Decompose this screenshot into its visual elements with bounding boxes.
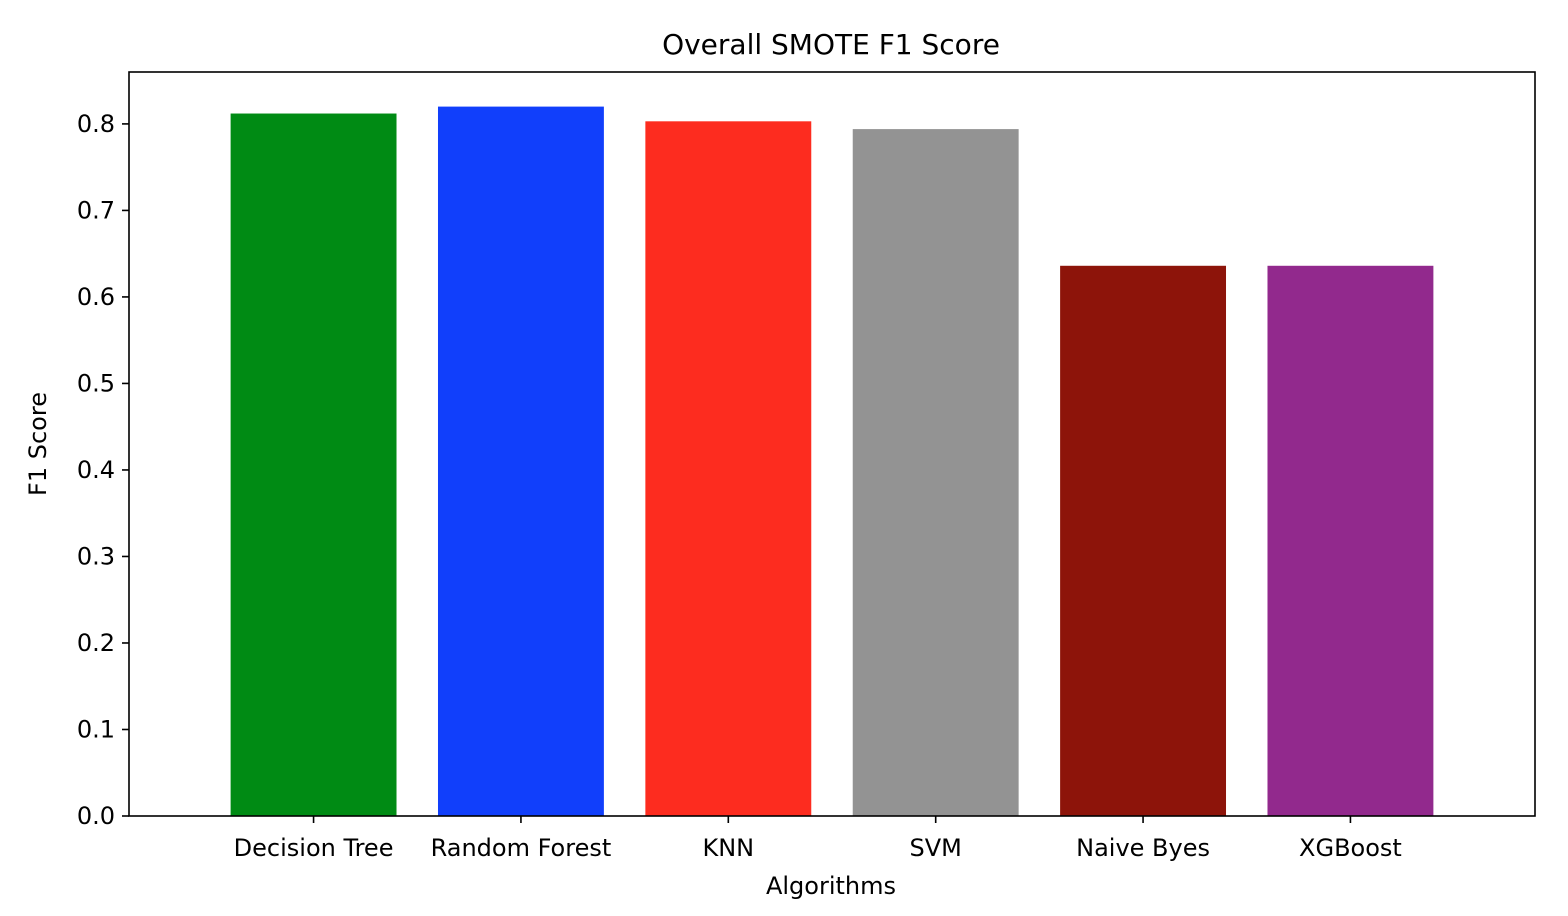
plot-frame: [128, 71, 1536, 817]
y-tick-label: 0.7: [77, 196, 115, 224]
x-tick-label: Decision Tree: [234, 834, 394, 862]
bar-decision-tree: [230, 113, 397, 817]
bar-svm: [852, 129, 1019, 817]
y-tick-label: 0.1: [77, 715, 115, 743]
y-tick-label: 0.5: [77, 369, 115, 397]
y-tick-label: 0.3: [77, 542, 115, 570]
y-axis-label: F1 Score: [24, 392, 52, 496]
y-tick-label: 0.0: [77, 802, 115, 830]
bar-random-forest: [437, 106, 604, 816]
y-axis-ticks: 0.0 0.1 0.2 0.3 0.4 0.5 0.6 0.7 0.8: [77, 110, 129, 830]
y-tick-label: 0.4: [77, 456, 115, 484]
x-axis-label: Algorithms: [766, 872, 896, 900]
bar-naive-byes: [1060, 265, 1227, 817]
bars-group: [230, 106, 1434, 817]
bar-knn: [645, 121, 812, 816]
y-tick-label: 0.6: [77, 283, 115, 311]
bar-xgboost: [1267, 265, 1434, 817]
x-tick-label: Naive Byes: [1076, 834, 1210, 862]
y-tick-label: 0.2: [77, 629, 115, 657]
x-tick-label: KNN: [702, 834, 754, 862]
x-axis-ticks: Decision Tree Random Forest KNN SVM Naive By…: [234, 816, 1402, 862]
x-tick-label: Random Forest: [431, 834, 612, 862]
chart-title: Overall SMOTE F1 Score: [662, 28, 1000, 61]
y-tick-label: 0.8: [77, 110, 115, 138]
x-tick-label: SVM: [910, 834, 962, 862]
x-tick-label: XGBoost: [1299, 834, 1402, 862]
